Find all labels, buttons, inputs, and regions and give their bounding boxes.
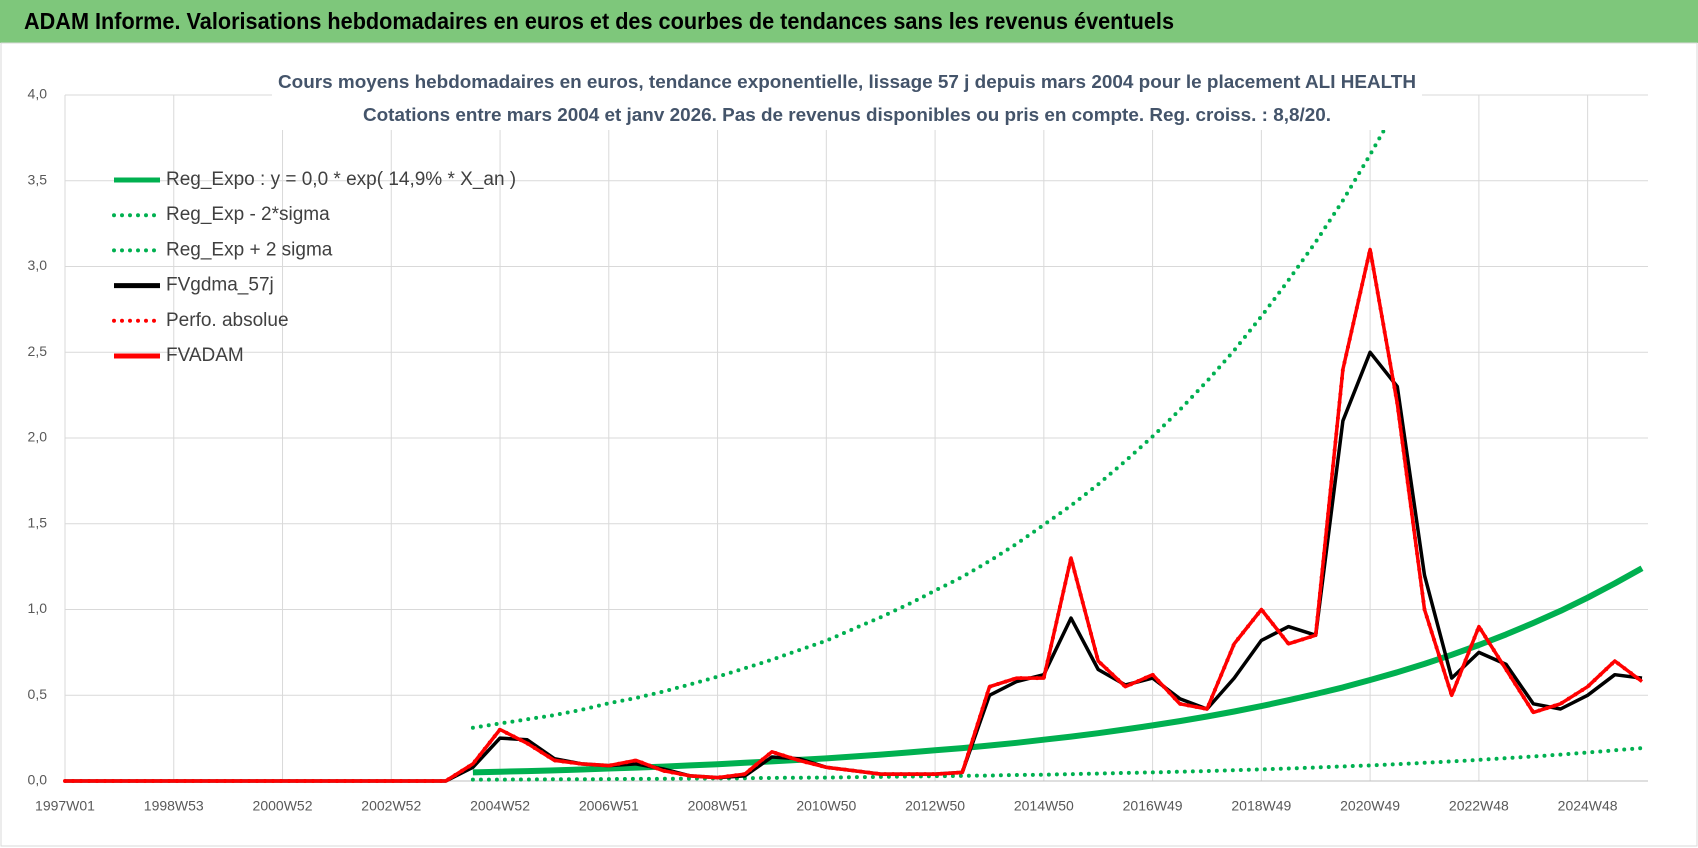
chart-title: Cours moyens hebdomadaires en euros, ten… <box>278 72 1416 92</box>
legend-label: Reg_Exp + 2 sigma <box>166 239 333 260</box>
y-tick-label: 2,0 <box>28 429 48 445</box>
x-tick-label: 2010W50 <box>796 798 856 814</box>
x-tick-label: 1998W53 <box>144 798 204 814</box>
x-tick-label: 2000W52 <box>253 798 313 814</box>
x-tick-label: 2022W48 <box>1449 798 1509 814</box>
x-tick-label: 2004W52 <box>470 798 530 814</box>
legend-label: Reg_Exp - 2*sigma <box>166 204 330 225</box>
x-tick-label: 2008W51 <box>688 798 748 814</box>
x-tick-label: 1997W01 <box>35 798 95 814</box>
plot-area <box>63 93 1644 783</box>
x-tick-label: 2014W50 <box>1014 798 1074 814</box>
x-tick-label: 2016W49 <box>1123 798 1183 814</box>
series-line <box>65 247 1644 783</box>
y-tick-label: 3,5 <box>28 171 48 187</box>
header-bar <box>0 0 1698 43</box>
y-tick-label: 1,0 <box>28 600 48 616</box>
title-backing <box>272 68 1422 130</box>
series-line <box>470 93 1407 730</box>
y-tick-label: 4,0 <box>28 86 48 102</box>
series-line <box>470 746 1644 782</box>
header-title: ADAM Informe. Valorisations hebdomadaire… <box>24 8 1174 34</box>
x-tick-label: 2006W51 <box>579 798 639 814</box>
chart-frame <box>0 42 1698 847</box>
x-tick-label: 2002W52 <box>361 798 421 814</box>
y-tick-label: 0,5 <box>28 686 48 702</box>
y-tick-label: 2,5 <box>28 343 48 359</box>
legend-label: Perfo. absolue <box>166 310 289 331</box>
chart-subtitle: Cotations entre mars 2004 et janv 2026. … <box>363 105 1331 125</box>
legend-label: FVADAM <box>166 345 244 366</box>
legend-label: Reg_Expo : y = 0,0 * exp( 14,9% * X_an ) <box>166 169 516 190</box>
x-tick-label: 2012W50 <box>905 798 965 814</box>
legend-label: FVgdma_57j <box>166 275 274 296</box>
x-tick-label: 2024W48 <box>1558 798 1618 814</box>
y-tick-label: 0,0 <box>28 772 48 788</box>
y-tick-label: 1,5 <box>28 514 48 530</box>
y-tick-label: 3,0 <box>28 257 48 273</box>
x-tick-label: 2018W49 <box>1231 798 1291 814</box>
x-tick-label: 2020W49 <box>1340 798 1400 814</box>
